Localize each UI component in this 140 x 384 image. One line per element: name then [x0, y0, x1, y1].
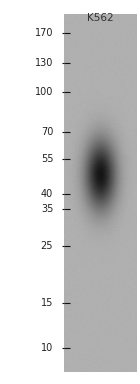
Text: 35: 35 [41, 204, 53, 214]
Text: 10: 10 [41, 343, 53, 353]
Text: 15: 15 [41, 298, 53, 308]
Text: 100: 100 [35, 87, 53, 97]
Text: K562: K562 [88, 13, 114, 23]
FancyBboxPatch shape [64, 15, 137, 372]
Text: 40: 40 [41, 189, 53, 199]
Text: 70: 70 [41, 127, 53, 137]
Text: 170: 170 [35, 28, 53, 38]
Text: 55: 55 [41, 154, 53, 164]
Text: 25: 25 [41, 241, 53, 251]
Text: 130: 130 [35, 58, 53, 68]
